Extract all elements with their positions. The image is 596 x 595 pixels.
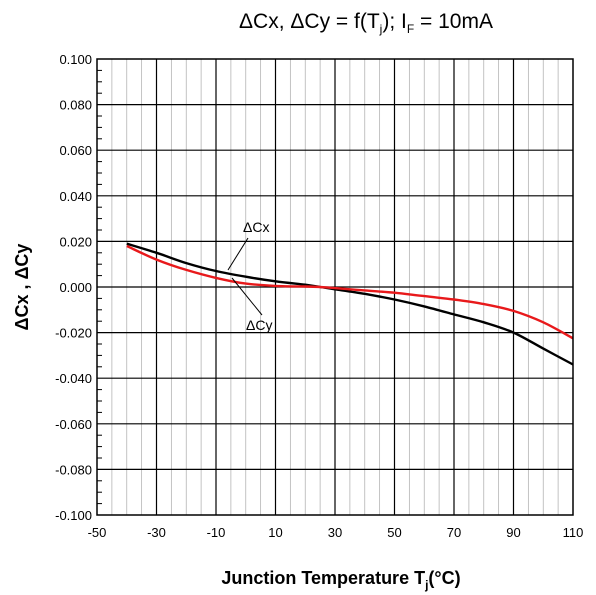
chart-title: ΔCx, ΔCy = f(Tj); IF = 10mA — [239, 10, 493, 36]
series-line-delta-cy — [126, 244, 574, 340]
series-label-delta-cy: ΔCy — [246, 317, 272, 333]
plot-frame — [96, 58, 574, 516]
y-tick-label: 0.020 — [59, 234, 92, 249]
chart-title-part: ); I — [382, 10, 407, 33]
y-tick-label: -0.020 — [55, 326, 92, 341]
delta-cx-leader-line — [227, 237, 249, 271]
x-axis-title-main: Junction Temperature T — [221, 568, 425, 588]
y-tick-label: 0.060 — [59, 143, 92, 158]
y-tick-label: -0.040 — [55, 371, 92, 386]
x-tick-label: 110 — [563, 525, 584, 540]
y-axis-tick-labels: 0.100 0.080 0.060 0.040 0.020 0.000 -0.020 -0.0… — [55, 52, 92, 523]
y-tick-label: 0.000 — [59, 280, 92, 295]
series-label-delta-cx: ΔCx — [243, 219, 269, 235]
x-axis-title-subscript: j — [424, 578, 428, 592]
x-tick-label: -10 — [207, 525, 226, 540]
chart-title-part: = 10mA — [414, 10, 493, 33]
y-tick-label: -0.100 — [55, 508, 92, 523]
x-axis-tick-labels: -50 -30 -10 10 30 50 70 90 110 — [88, 525, 584, 540]
chart-title-part: ΔCx, ΔCy = f(T — [239, 10, 380, 33]
x-tick-label: 50 — [387, 525, 401, 540]
x-tick-label: 10 — [268, 525, 282, 540]
major-grid — [97, 59, 573, 515]
x-tick-label: 70 — [447, 525, 461, 540]
series-lines — [126, 242, 574, 366]
y-tick-label: 0.080 — [59, 98, 92, 113]
x-tick-label: 30 — [328, 525, 342, 540]
y-tick-label: 0.040 — [59, 189, 92, 204]
y-tick-label: -0.060 — [55, 417, 92, 432]
x-axis-title: Junction Temperature Tj(°C) — [221, 568, 460, 592]
x-tick-label: -30 — [147, 525, 166, 540]
x-tick-label: 90 — [506, 525, 520, 540]
y-axis-title: ΔCx , ΔCy — [12, 244, 32, 331]
y-tick-label: 0.100 — [59, 52, 92, 67]
y-tick-label: -0.080 — [55, 462, 92, 477]
x-axis-title-tail: (°C) — [428, 568, 460, 588]
x-tick-label: -50 — [88, 525, 107, 540]
delta-cy-leader-line — [231, 277, 263, 316]
chart-title-subscript: j — [379, 22, 383, 36]
chart-title-subscript: F — [407, 22, 414, 36]
